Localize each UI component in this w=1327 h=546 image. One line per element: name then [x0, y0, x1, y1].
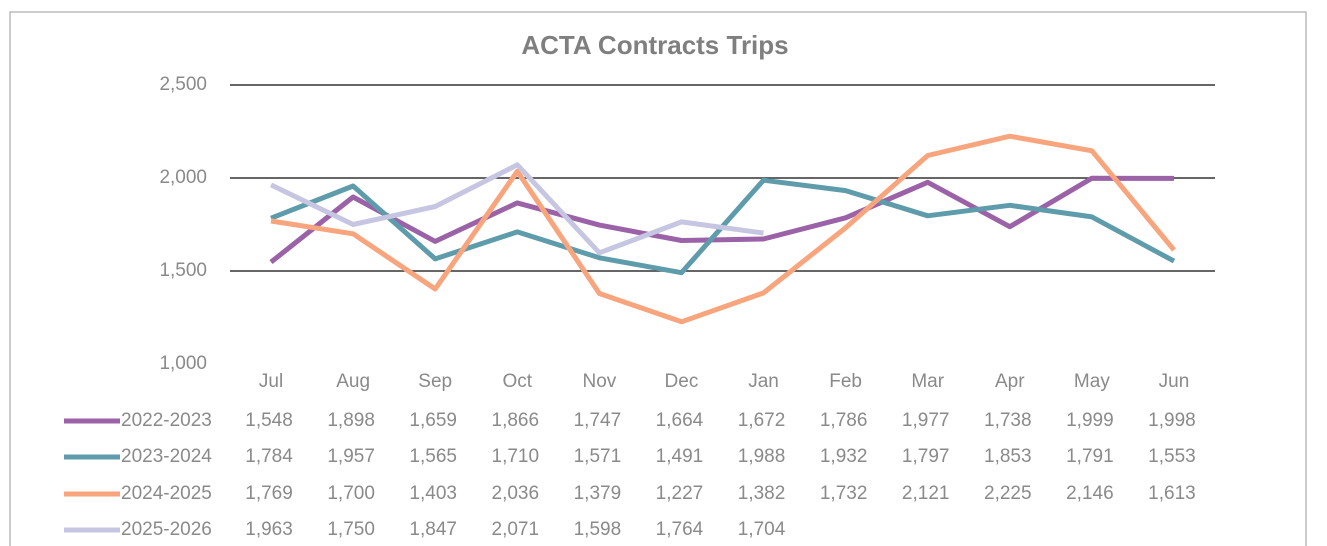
table-value: 1,491	[656, 446, 704, 467]
table-value: 1,999	[1066, 410, 1114, 431]
table-value: 1,553	[1148, 446, 1196, 467]
table-value: 1,786	[820, 410, 868, 431]
table-value: 1,963	[245, 519, 293, 540]
series-line	[270, 133, 1176, 325]
table-value: 1,565	[409, 446, 457, 467]
x-tick-label: Mar	[911, 371, 944, 392]
table-value: 1,700	[327, 483, 375, 504]
x-tick-label: Sep	[418, 371, 452, 392]
table-value: 1,957	[327, 446, 375, 467]
x-tick-label: Jul	[259, 371, 283, 392]
table-value: 1,672	[738, 410, 786, 431]
table-value: 1,659	[409, 410, 457, 431]
table-value: 2,071	[492, 519, 540, 540]
y-tick-label: 2,500	[159, 74, 207, 95]
table-value: 1,664	[656, 410, 704, 431]
x-tick-label: Dec	[665, 371, 699, 392]
x-tick-label: Aug	[336, 371, 370, 392]
table-value: 1,853	[984, 446, 1032, 467]
table-value: 1,988	[738, 446, 786, 467]
x-tick-label: Jun	[1159, 371, 1190, 392]
x-tick-label: Apr	[995, 371, 1025, 392]
x-tick-label: May	[1074, 371, 1110, 392]
legend-label: 2025-2026	[121, 519, 212, 540]
table-value: 1,548	[245, 410, 293, 431]
table-value: 1,797	[902, 446, 950, 467]
table-value: 1,750	[327, 519, 375, 540]
table-value: 1,866	[492, 410, 540, 431]
x-tick-label: Jan	[748, 371, 779, 392]
chart-title: ACTA Contracts Trips	[521, 30, 788, 60]
legend-label: 2022-2023	[121, 410, 212, 431]
table-value: 1,764	[656, 519, 704, 540]
legend-label: 2023-2024	[121, 446, 212, 467]
table-value: 1,379	[574, 483, 622, 504]
table-value: 1,571	[574, 446, 622, 467]
series-line	[269, 162, 764, 256]
table-value: 1,747	[574, 410, 622, 431]
table-value: 1,403	[409, 483, 457, 504]
series-line	[269, 175, 1175, 265]
table-value: 1,898	[327, 410, 375, 431]
table-value: 1,598	[574, 519, 622, 540]
chart-border	[9, 11, 1307, 546]
table-value: 1,710	[492, 446, 540, 467]
table-value: 1,732	[820, 483, 868, 504]
legend-label: 2024-2025	[121, 483, 212, 504]
table-value: 2,146	[1066, 483, 1114, 504]
table-value: 1,704	[738, 519, 786, 540]
y-tick-label: 1,500	[159, 260, 207, 281]
table-value: 1,791	[1066, 446, 1114, 467]
table-value: 2,225	[984, 483, 1032, 504]
table-value: 2,036	[492, 483, 540, 504]
y-tick-label: 1,000	[159, 353, 207, 374]
table-value: 1,998	[1148, 410, 1196, 431]
x-tick-label: Nov	[582, 371, 616, 392]
table-value: 1,738	[984, 410, 1032, 431]
table-value: 1,227	[656, 483, 704, 504]
table-value: 1,382	[738, 483, 786, 504]
table-value: 1,769	[245, 483, 293, 504]
x-tick-label: Oct	[503, 371, 533, 392]
y-tick-label: 2,000	[159, 167, 207, 188]
table-value: 1,932	[820, 446, 868, 467]
table-value: 2,121	[902, 483, 950, 504]
table-value: 1,847	[409, 519, 457, 540]
table-value: 1,784	[245, 446, 293, 467]
x-tick-label: Feb	[829, 371, 862, 392]
table-value: 1,977	[902, 410, 950, 431]
table-value: 1,613	[1148, 483, 1196, 504]
